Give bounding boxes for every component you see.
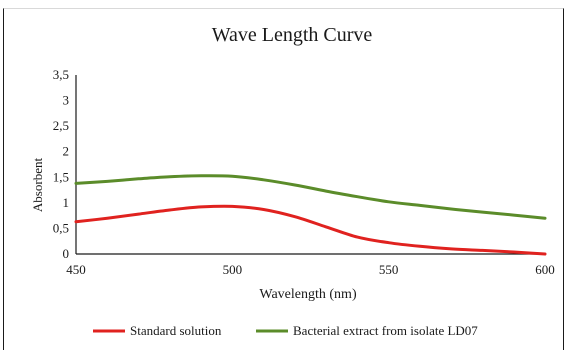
x-tick-label: 600 — [535, 262, 555, 277]
y-tick-label: 0 — [63, 246, 70, 261]
legend-label-1: Standard solution — [130, 323, 222, 338]
y-tick-label: 2,5 — [53, 118, 69, 133]
x-axis-label: Wavelength (nm) — [259, 287, 357, 302]
x-axis: 450 500 550 600 — [66, 253, 555, 277]
x-tick-label: 450 — [66, 262, 86, 277]
y-tick-label: 1,5 — [53, 169, 69, 184]
y-tick-label: 3,5 — [53, 67, 69, 82]
legend: Standard solution Bacterial extract from … — [93, 323, 478, 338]
y-tick-label: 1 — [63, 195, 70, 210]
chart-svg: Wave Length Curve 0 0,5 1 1,5 2 2,5 3 3,5 450 50… — [30, 24, 555, 338]
plot-lines — [74, 174, 547, 256]
y-tick-label: 2 — [63, 144, 70, 159]
legend-label-2: Bacterial extract from isolate LD07 — [293, 323, 478, 338]
series-line-1 — [74, 204, 547, 256]
y-axis: 0 0,5 1 1,5 2 2,5 3 3,5 — [53, 67, 77, 261]
x-tick-label: 500 — [223, 262, 243, 277]
series-line-2 — [74, 174, 547, 220]
chart-frame: Wave Length Curve 0 0,5 1 1,5 2 2,5 3 3,5 450 50… — [3, 8, 564, 350]
y-axis-label: Absorbent — [30, 158, 45, 213]
top-strip — [0, 0, 568, 8]
y-tick-label: 0,5 — [53, 220, 69, 235]
chart-title: Wave Length Curve — [212, 24, 373, 46]
x-tick-label: 550 — [379, 262, 399, 277]
y-tick-label: 3 — [63, 93, 70, 108]
